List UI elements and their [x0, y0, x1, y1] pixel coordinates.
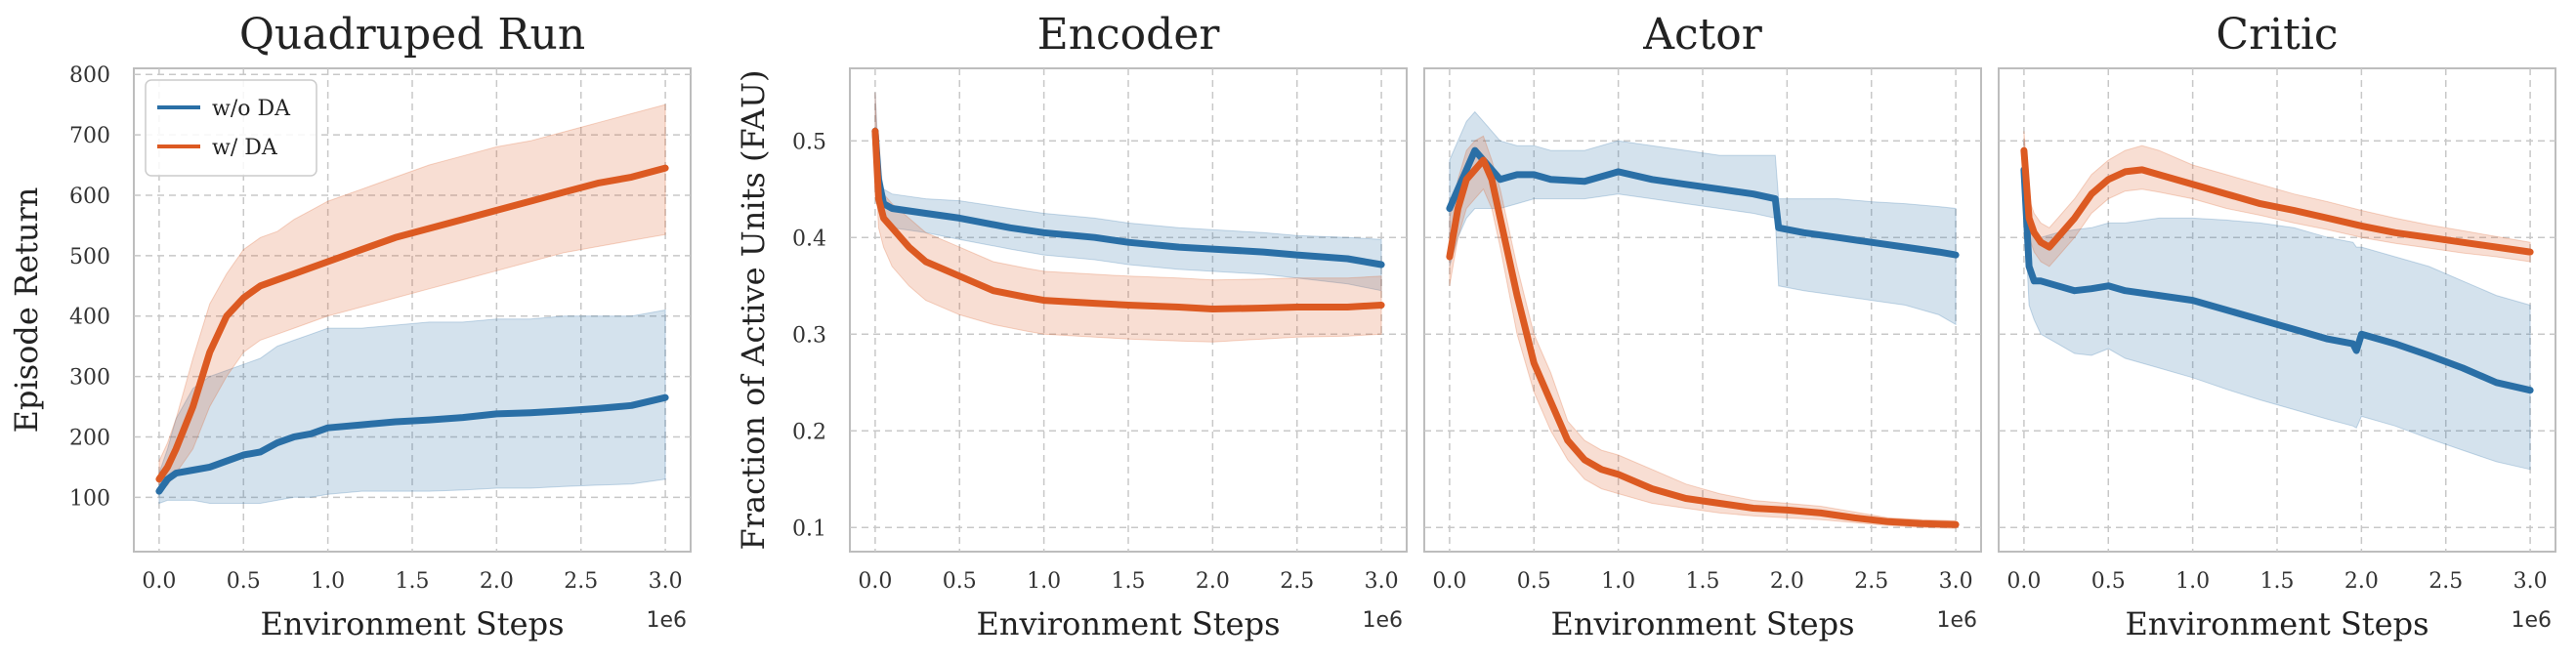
- encoder-x-axis-label: Environment Steps: [977, 605, 1281, 642]
- encoder-x-tick-label: 0.0: [858, 569, 892, 594]
- critic-x-tick-label: 2.5: [2428, 569, 2463, 594]
- quadruped-run-x-axis-label: Environment Steps: [261, 605, 565, 642]
- actor-x-multiplier: 1e6: [1936, 608, 1977, 633]
- actor-x-tick-label: 0.5: [1517, 569, 1551, 594]
- critic-x-tick-label: 2.0: [2344, 569, 2379, 594]
- quadruped-run-y-tick-label: 400: [69, 306, 110, 330]
- encoder-y-tick-label: 0.5: [792, 130, 826, 154]
- legend-box: [145, 79, 317, 177]
- quadruped-run-y-tick-label: 800: [69, 63, 110, 88]
- quadruped-run-x-tick-label: 3.0: [649, 569, 683, 594]
- critic-x-tick-label: 3.0: [2513, 569, 2548, 594]
- critic-x-tick-label: 1.0: [2175, 569, 2210, 594]
- quadruped-run-x-tick-label: 1.0: [311, 569, 345, 594]
- actor-w-o-da-line: [1446, 146, 1960, 259]
- critic-x-tick-label: 0.5: [2091, 569, 2126, 594]
- quadruped-run-x-tick-label: 0.5: [227, 569, 261, 594]
- actor-w-da-line: [1446, 156, 1960, 528]
- critic-x-multiplier: 1e6: [2511, 608, 2552, 633]
- actor-x-tick-label: 0.0: [1432, 569, 1466, 594]
- encoder-x-tick-label: 2.0: [1196, 569, 1230, 594]
- quadruped-run-x-tick-label: 1.5: [396, 569, 430, 594]
- actor-x-tick-label: 3.0: [1939, 569, 1973, 594]
- critic-x-tick-label: 1.5: [2260, 569, 2295, 594]
- encoder-y-tick-label: 0.4: [792, 227, 826, 251]
- quadruped-run-title: Quadruped Run: [239, 10, 585, 60]
- quadruped-run-y-tick-label: 600: [69, 185, 110, 209]
- encoder-w-o-da-band: [874, 92, 1382, 292]
- actor-panel: 0.0 0.5 1.0 1.5 2.0 2.5 3.0 Actor Environment St…: [1423, 10, 1982, 642]
- actor-w-o-da-band: [1449, 110, 1957, 326]
- legend: w/o DA w/ DA: [145, 79, 317, 177]
- critic-w-o-da-band: [2023, 141, 2531, 471]
- encoder-w-da-band: [874, 92, 1382, 343]
- quadruped-run-y-axis-label: Episode Return: [8, 187, 45, 434]
- actor-x-tick-label: 1.0: [1601, 569, 1635, 594]
- quadruped-run-x-tick-label: 0.0: [142, 569, 176, 594]
- encoder-title: Encoder: [1037, 10, 1221, 60]
- encoder-y-tick-label: 0.2: [792, 420, 826, 444]
- actor-title: Actor: [1642, 10, 1763, 60]
- quadruped-run-y-tick-label: 500: [69, 245, 110, 269]
- encoder-w-o-da-line: [871, 127, 1385, 269]
- critic-title: Critic: [2216, 10, 2338, 60]
- actor-x-tick-label: 1.5: [1686, 569, 1720, 594]
- quadruped-run-x-multiplier: 1e6: [646, 608, 687, 633]
- critic-w-da-line: [2020, 146, 2534, 256]
- quadruped-run-w-o-da-band: [158, 309, 666, 505]
- quadruped-run-w-da-line: [155, 164, 669, 483]
- encoder-w-da-line: [871, 127, 1385, 312]
- quadruped-run-y-tick-label: 200: [69, 426, 110, 450]
- critic-w-o-da-line: [2020, 166, 2534, 394]
- encoder-y-tick-label: 0.3: [792, 323, 826, 348]
- quadruped-run-y-tick-label: 100: [69, 486, 110, 511]
- encoder-x-tick-label: 1.0: [1027, 569, 1061, 594]
- quadruped-run-panel: 0.0 0.5 1.0 1.5 2.0 2.5 3.0 100 200 300 400 500 600 7…: [8, 10, 692, 642]
- quadruped-run-x-tick-label: 2.5: [564, 569, 598, 594]
- encoder-panel: 0.0 0.5 1.0 1.5 2.0 2.5 3.0 0.1 0.2 0.3 0.4 0.5 Enco…: [735, 10, 1408, 642]
- quadruped-run-w-o-da-line: [155, 393, 669, 495]
- actor-x-axis-label: Environment Steps: [1551, 605, 1855, 642]
- encoder-x-multiplier: 1e6: [1362, 608, 1403, 633]
- actor-w-da-band: [1449, 135, 1957, 529]
- encoder-y-axis-label: Fraction of Active Units (FAU): [735, 70, 772, 551]
- quadruped-run-y-tick-label: 300: [69, 366, 110, 391]
- quadruped-run-y-tick-label: 700: [69, 124, 110, 148]
- encoder-x-tick-label: 1.5: [1112, 569, 1146, 594]
- critic-panel: 0.0 0.5 1.0 1.5 2.0 2.5 3.0 Critic Environment S…: [1998, 10, 2556, 642]
- encoder-x-tick-label: 2.5: [1280, 569, 1314, 594]
- actor-x-tick-label: 2.0: [1770, 569, 1804, 594]
- legend-label-w-da: w/ DA: [212, 136, 278, 160]
- encoder-x-tick-label: 0.5: [943, 569, 977, 594]
- legend-label-w-o-da: w/o DA: [212, 97, 291, 121]
- encoder-y-tick-label: 0.1: [792, 516, 826, 541]
- critic-x-tick-label: 0.0: [2006, 569, 2041, 594]
- encoder-x-tick-label: 3.0: [1365, 569, 1399, 594]
- quadruped-run-x-tick-label: 2.0: [480, 569, 514, 594]
- actor-x-tick-label: 2.5: [1854, 569, 1888, 594]
- critic-x-axis-label: Environment Steps: [2126, 605, 2429, 642]
